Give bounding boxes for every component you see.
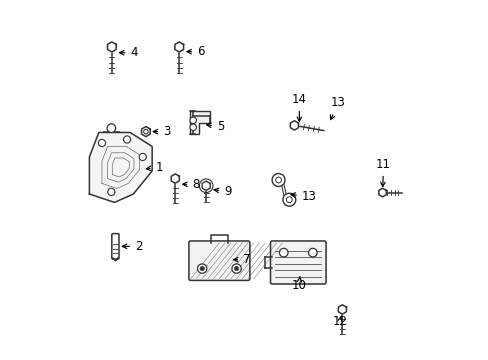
Polygon shape xyxy=(190,111,210,134)
FancyBboxPatch shape xyxy=(112,234,119,259)
Text: 6: 6 xyxy=(186,45,204,58)
Text: 9: 9 xyxy=(214,185,231,198)
Polygon shape xyxy=(89,132,152,202)
Circle shape xyxy=(279,248,287,257)
Polygon shape xyxy=(338,305,346,314)
Text: 13: 13 xyxy=(290,190,316,203)
Text: 11: 11 xyxy=(375,158,390,187)
Circle shape xyxy=(190,124,196,131)
Polygon shape xyxy=(290,121,298,130)
Circle shape xyxy=(200,266,204,271)
Text: 14: 14 xyxy=(291,93,306,121)
FancyBboxPatch shape xyxy=(270,241,325,284)
Circle shape xyxy=(107,188,115,195)
Polygon shape xyxy=(175,42,183,52)
Circle shape xyxy=(282,193,295,206)
Polygon shape xyxy=(171,174,179,183)
Polygon shape xyxy=(107,42,116,52)
FancyBboxPatch shape xyxy=(188,241,249,280)
Circle shape xyxy=(123,136,130,143)
Circle shape xyxy=(197,264,206,273)
Text: 2: 2 xyxy=(122,240,142,253)
Circle shape xyxy=(308,248,317,257)
Polygon shape xyxy=(202,181,210,190)
Text: 7: 7 xyxy=(233,253,250,266)
Circle shape xyxy=(190,117,196,123)
Text: 5: 5 xyxy=(206,120,224,133)
Text: 3: 3 xyxy=(153,125,170,138)
Polygon shape xyxy=(141,127,150,136)
Circle shape xyxy=(271,174,285,186)
Polygon shape xyxy=(378,188,386,197)
Circle shape xyxy=(98,139,105,147)
Text: 8: 8 xyxy=(182,178,199,191)
Text: 1: 1 xyxy=(146,161,163,174)
Circle shape xyxy=(107,124,116,132)
Text: 4: 4 xyxy=(119,46,138,59)
Circle shape xyxy=(234,266,238,271)
Circle shape xyxy=(231,264,241,273)
Text: 10: 10 xyxy=(291,276,306,292)
Text: 13: 13 xyxy=(330,96,345,120)
Text: 12: 12 xyxy=(332,315,346,328)
Circle shape xyxy=(139,153,146,161)
